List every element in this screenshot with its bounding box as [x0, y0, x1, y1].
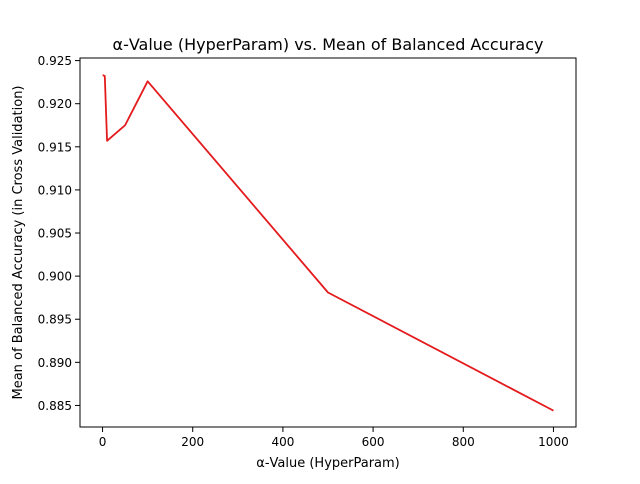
plot-frame: [79, 57, 577, 428]
y-tick-label: 0.910: [38, 183, 72, 197]
y-tick-label: 0.905: [38, 227, 72, 241]
x-tick-label: 600: [362, 435, 385, 449]
y-axis-label: Mean of Balanced Accuracy (in Cross Vali…: [11, 85, 26, 399]
x-axis-ticks: 0 200 400 600 800 1000: [99, 427, 569, 449]
plot-area: [80, 58, 576, 427]
y-tick-label: 0.900: [38, 270, 72, 284]
y-tick-label: 0.925: [38, 54, 72, 68]
data-layer: [102, 74, 554, 412]
x-tick-label: 400: [271, 435, 294, 449]
y-tick-label: 0.890: [38, 356, 72, 370]
chart-title: α-Value (HyperParam) vs. Mean of Balance…: [113, 35, 544, 54]
x-tick-label: 1000: [538, 435, 569, 449]
y-axis-ticks: 0.885 0.890 0.895 0.900 0.905 0.910 0.915 0.920…: [38, 54, 80, 413]
y-tick-label: 0.895: [38, 313, 72, 327]
y-tick-label: 0.915: [38, 140, 72, 154]
x-tick-label: 800: [452, 435, 475, 449]
x-tick-label: 200: [181, 435, 204, 449]
series-line-0: [102, 74, 554, 412]
y-tick-label: 0.920: [38, 97, 72, 111]
x-axis-label: α-Value (HyperParam): [256, 456, 400, 471]
x-tick-label: 0: [99, 435, 107, 449]
y-tick-label: 0.885: [38, 399, 72, 413]
